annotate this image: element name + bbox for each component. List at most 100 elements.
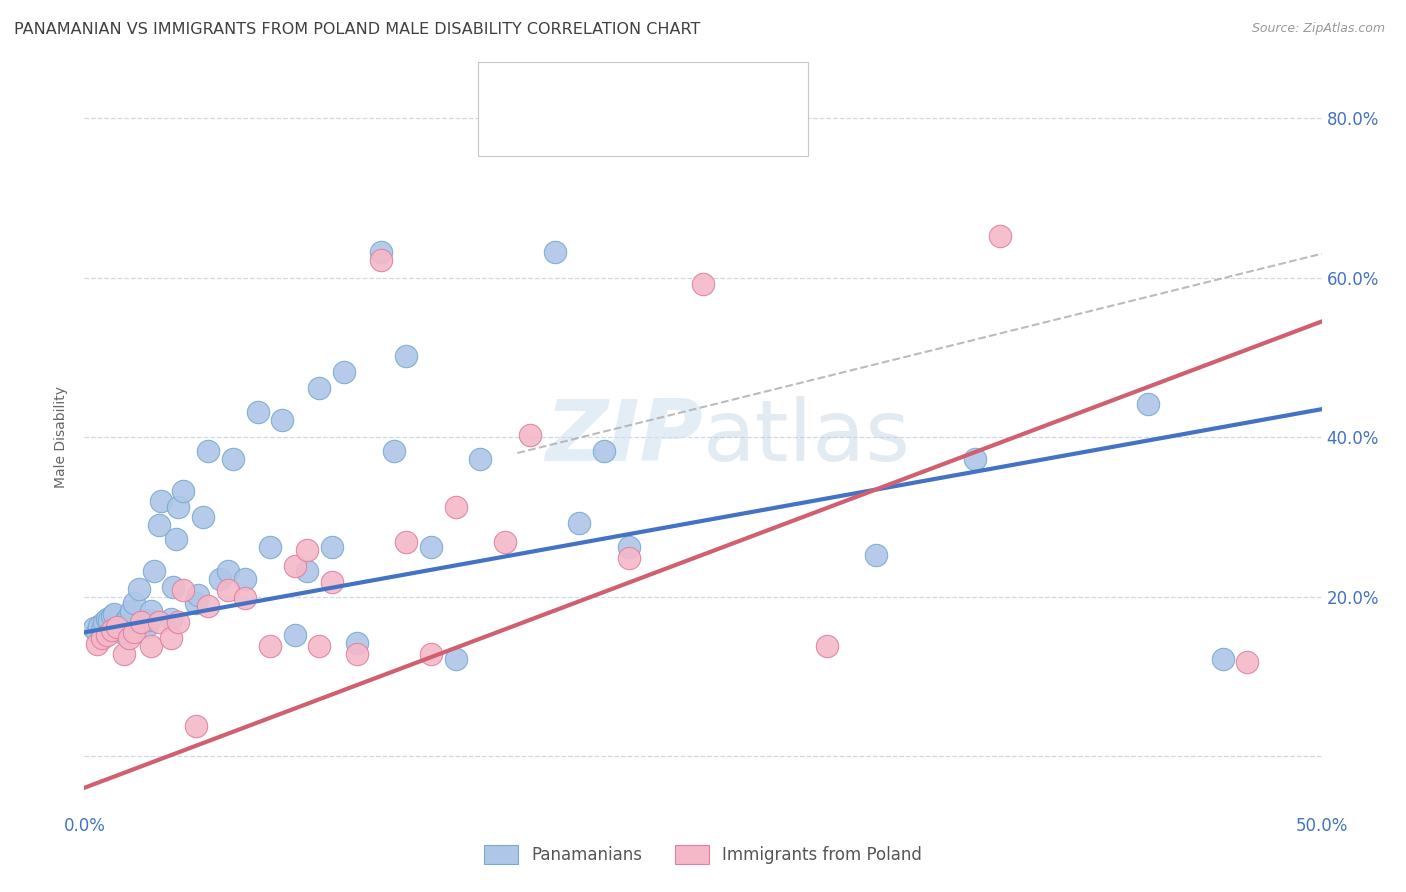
Point (1212, 651, 1234, 665)
Point (321, 575, 343, 590)
Point (90, 631, 112, 645)
Point (470, 452, 492, 467)
Point (519, 428, 541, 442)
Point (395, 349, 418, 363)
Point (295, 564, 318, 578)
Point (128, 582, 150, 596)
Text: ZIP: ZIP (546, 395, 703, 479)
Point (141, 639, 163, 653)
Point (167, 615, 190, 629)
Point (172, 583, 194, 598)
Legend: Panamanians, Immigrants from Poland: Panamanians, Immigrants from Poland (478, 838, 928, 871)
Point (246, 404, 269, 418)
Point (89, 619, 111, 633)
Point (370, 245, 392, 260)
Y-axis label: Male Disability: Male Disability (55, 386, 69, 488)
Text: 35: 35 (706, 127, 728, 145)
Point (167, 500, 190, 515)
Point (370, 253, 392, 268)
Point (321, 540, 343, 554)
Point (135, 620, 157, 634)
Point (100, 609, 122, 624)
Text: atlas: atlas (703, 395, 911, 479)
Point (209, 572, 232, 586)
Point (86, 637, 108, 651)
Point (233, 591, 256, 606)
Point (122, 596, 145, 610)
Point (160, 631, 183, 645)
Point (105, 620, 128, 634)
Point (115, 614, 138, 628)
Point (444, 500, 467, 515)
Text: PANAMANIAN VS IMMIGRANTS FROM POLAND MALE DISABILITY CORRELATION CHART: PANAMANIAN VS IMMIGRANTS FROM POLAND MAL… (14, 22, 700, 37)
Point (162, 580, 184, 594)
Point (217, 583, 239, 598)
Point (172, 484, 194, 499)
Point (148, 615, 170, 629)
Text: R =: R = (551, 127, 588, 145)
Point (308, 639, 330, 653)
Text: Source: ZipAtlas.com: Source: ZipAtlas.com (1251, 22, 1385, 36)
Point (118, 631, 141, 645)
Point (692, 277, 714, 291)
Point (444, 651, 467, 665)
Point (222, 452, 245, 467)
Point (142, 564, 165, 578)
Point (93, 615, 115, 629)
Point (284, 628, 307, 642)
Point (138, 614, 160, 628)
Point (271, 412, 294, 426)
Point (197, 599, 219, 613)
Point (1236, 655, 1258, 669)
Point (815, 639, 838, 653)
Text: N =: N = (652, 127, 700, 145)
Text: 58: 58 (706, 84, 728, 102)
Point (112, 620, 135, 634)
Point (965, 452, 987, 467)
Point (118, 609, 141, 624)
Point (165, 532, 187, 546)
Point (197, 444, 219, 458)
Point (90, 623, 112, 637)
Point (346, 647, 368, 661)
Point (419, 647, 441, 661)
Point (259, 540, 281, 554)
Point (617, 540, 640, 554)
Point (160, 612, 183, 626)
Text: 0.613: 0.613 (593, 127, 645, 145)
Text: R =: R = (551, 84, 588, 102)
Point (86, 625, 108, 640)
Point (148, 517, 170, 532)
Point (494, 535, 516, 549)
Point (187, 588, 209, 602)
Point (382, 444, 405, 458)
Point (295, 543, 318, 558)
Point (1137, 396, 1160, 410)
Point (333, 365, 356, 379)
Point (83, 621, 105, 635)
Point (419, 540, 441, 554)
Point (141, 604, 163, 618)
Point (110, 625, 132, 640)
Point (217, 564, 239, 578)
Point (308, 381, 330, 395)
Point (96, 612, 118, 626)
Point (98, 614, 121, 628)
Point (150, 493, 173, 508)
Point (191, 509, 214, 524)
Point (184, 718, 207, 732)
Point (233, 572, 256, 586)
Point (100, 623, 122, 637)
Point (568, 516, 591, 531)
Point (543, 245, 565, 260)
Point (112, 647, 135, 661)
Point (96, 628, 118, 642)
Point (120, 604, 142, 618)
Text: N =: N = (652, 84, 700, 102)
Point (129, 615, 152, 629)
Point (865, 548, 887, 562)
Point (259, 639, 281, 653)
Point (395, 535, 418, 549)
Text: 0.385: 0.385 (593, 84, 645, 102)
Point (617, 551, 640, 566)
